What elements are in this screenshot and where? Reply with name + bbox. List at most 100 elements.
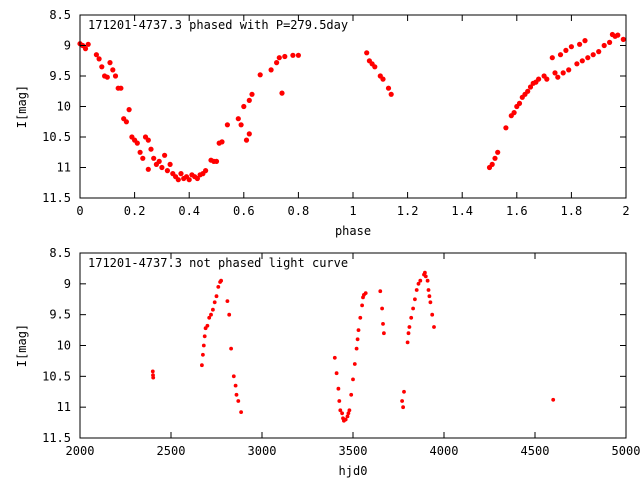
unphased-data-point xyxy=(428,300,433,305)
unphased-data-point xyxy=(229,346,234,351)
unphased-data-point xyxy=(201,343,206,348)
unphased-data-point xyxy=(432,325,436,329)
phased-data-point xyxy=(372,64,378,70)
phased-data-point xyxy=(574,61,580,67)
phased-data-point xyxy=(601,42,607,49)
phased-data-point xyxy=(167,161,173,167)
unphased-data-point xyxy=(236,399,241,403)
unphased-x-tick-label: 3000 xyxy=(248,444,277,458)
unphased-data-point xyxy=(363,291,368,295)
phased-data-point xyxy=(145,137,151,143)
unphased-data-point xyxy=(405,340,410,345)
phased-data-point xyxy=(257,72,263,78)
phased-data-point xyxy=(279,90,285,96)
unphased-data-point xyxy=(423,274,428,279)
unphased-data-point xyxy=(425,278,430,283)
unphased-data-point xyxy=(354,346,359,351)
unphased-data-point xyxy=(219,278,224,283)
unphased-x-tick-label: 5000 xyxy=(612,444,640,458)
phased-data-point xyxy=(213,158,220,164)
phased-data-point xyxy=(164,168,170,174)
phased-data-point xyxy=(364,50,370,56)
unphased-plot-title: 171201-4737.3 not phased light curve xyxy=(88,256,348,270)
phased-data-point xyxy=(104,74,110,80)
phased-data-point xyxy=(203,168,209,174)
unphased-data-point xyxy=(227,312,232,317)
unphased-data-point xyxy=(202,334,207,339)
unphased-data-point xyxy=(150,369,155,374)
phased-x-tick-label: 1.2 xyxy=(397,204,419,218)
unphased-data-point xyxy=(334,371,339,376)
unphased-data-point xyxy=(346,411,351,416)
unphased-data-point xyxy=(358,315,363,320)
phased-x-tick-label: 0.8 xyxy=(288,204,310,218)
phased-x-tick-label: 1.8 xyxy=(561,204,583,218)
phased-data-point xyxy=(516,100,523,106)
phased-y-tick-label: 8.5 xyxy=(49,8,71,22)
phased-axis-ticks: 0 0.2 0.4 0.6 0.8 1 1.2 1.4 1.6 1.8 2 8.5 9 9.5 10 10.5… xyxy=(42,8,630,218)
unphased-data-point xyxy=(151,375,156,380)
phased-x-tick-label: 1 xyxy=(349,204,356,218)
phased-x-tick-label: 2 xyxy=(622,204,629,218)
phased-x-tick-label: 0 xyxy=(76,204,83,218)
unphased-data-point xyxy=(406,331,411,336)
phased-data-point xyxy=(544,76,550,82)
phased-data-point xyxy=(585,55,591,61)
phased-data-point xyxy=(186,177,192,183)
phased-data-point xyxy=(107,60,113,66)
unphased-data-point xyxy=(378,289,383,294)
unphased-data-point xyxy=(201,352,205,357)
phased-data-point xyxy=(380,76,386,82)
unphased-axis-ticks: 2000 2500 3000 3500 4000 4500 5000 8.5 9 9.5 10 10.… xyxy=(42,246,640,458)
unphased-y-tick-label: 10 xyxy=(57,339,71,353)
phased-y-tick-label: 11 xyxy=(57,161,71,175)
phased-data-point xyxy=(159,164,165,171)
phased-data-point xyxy=(388,91,394,97)
phased-data-point xyxy=(194,175,200,182)
phased-data-point xyxy=(607,39,613,46)
phased-data-point xyxy=(276,55,282,61)
phased-data-point xyxy=(620,36,626,43)
phased-data-point xyxy=(511,110,517,116)
unphased-data-point xyxy=(233,383,238,388)
unphased-data-point xyxy=(407,325,412,329)
unphased-data-point xyxy=(409,315,414,320)
phased-data-point xyxy=(156,158,162,164)
phased-data-point xyxy=(492,155,498,161)
phased-data-point xyxy=(568,44,575,50)
phased-data-point xyxy=(118,85,124,91)
phased-plot-title: 171201-4737.3 phased with P=279.5day xyxy=(88,18,348,32)
phased-data-point xyxy=(137,149,143,155)
unphased-data-point xyxy=(402,389,406,394)
unphased-data-point xyxy=(239,410,244,414)
phased-data-point xyxy=(555,74,561,80)
phased-plot-frame xyxy=(79,14,627,199)
unphased-data-point xyxy=(423,270,427,275)
unphased-y-tick-label: 10.5 xyxy=(42,369,71,383)
phased-data-point xyxy=(527,84,534,90)
phased-y-tick-label: 10 xyxy=(57,100,71,114)
unphased-y-tick-label: 11 xyxy=(57,400,71,414)
unphased-data-point xyxy=(231,374,236,379)
unphased-data-point xyxy=(214,294,219,299)
unphased-data-point xyxy=(345,414,350,419)
phased-data-point xyxy=(615,32,621,38)
phased-data-point xyxy=(241,103,247,110)
phased-y-tick-label: 9 xyxy=(64,39,71,53)
unphased-x-axis-label: hjd0 xyxy=(339,464,368,478)
unphased-y-tick-label: 8.5 xyxy=(49,246,71,260)
unphased-y-tick-label: 11.5 xyxy=(42,431,71,445)
phased-data-point xyxy=(560,70,566,76)
unphased-data-point xyxy=(234,392,239,397)
unphased-data-point xyxy=(380,306,384,311)
unphased-data-point xyxy=(382,331,386,336)
phased-data-point xyxy=(525,88,531,94)
unphased-data-point xyxy=(332,355,337,360)
phased-data-point xyxy=(238,122,244,128)
phased-data-point xyxy=(145,166,151,172)
unphased-data-point xyxy=(337,399,342,403)
phased-data-point xyxy=(134,140,140,146)
unphased-data-point xyxy=(411,306,415,311)
phased-data-point xyxy=(290,52,296,58)
